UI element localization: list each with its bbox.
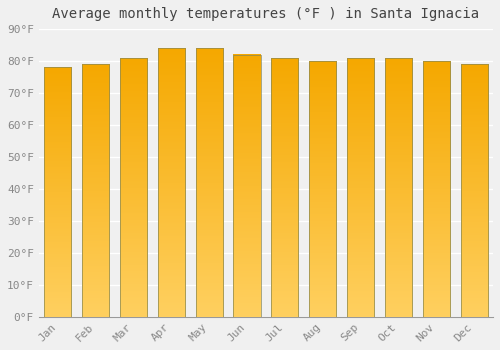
Bar — [196, 48, 223, 317]
Bar — [422, 61, 450, 317]
Bar — [120, 58, 147, 317]
Bar — [158, 48, 185, 317]
Bar — [309, 61, 336, 317]
Bar — [385, 58, 412, 317]
Title: Average monthly temperatures (°F ) in Santa Ignacia: Average monthly temperatures (°F ) in Sa… — [52, 7, 480, 21]
Bar — [460, 64, 488, 317]
Bar — [82, 64, 109, 317]
Bar — [347, 58, 374, 317]
Bar — [234, 55, 260, 317]
Bar — [44, 68, 72, 317]
Bar — [271, 58, 298, 317]
